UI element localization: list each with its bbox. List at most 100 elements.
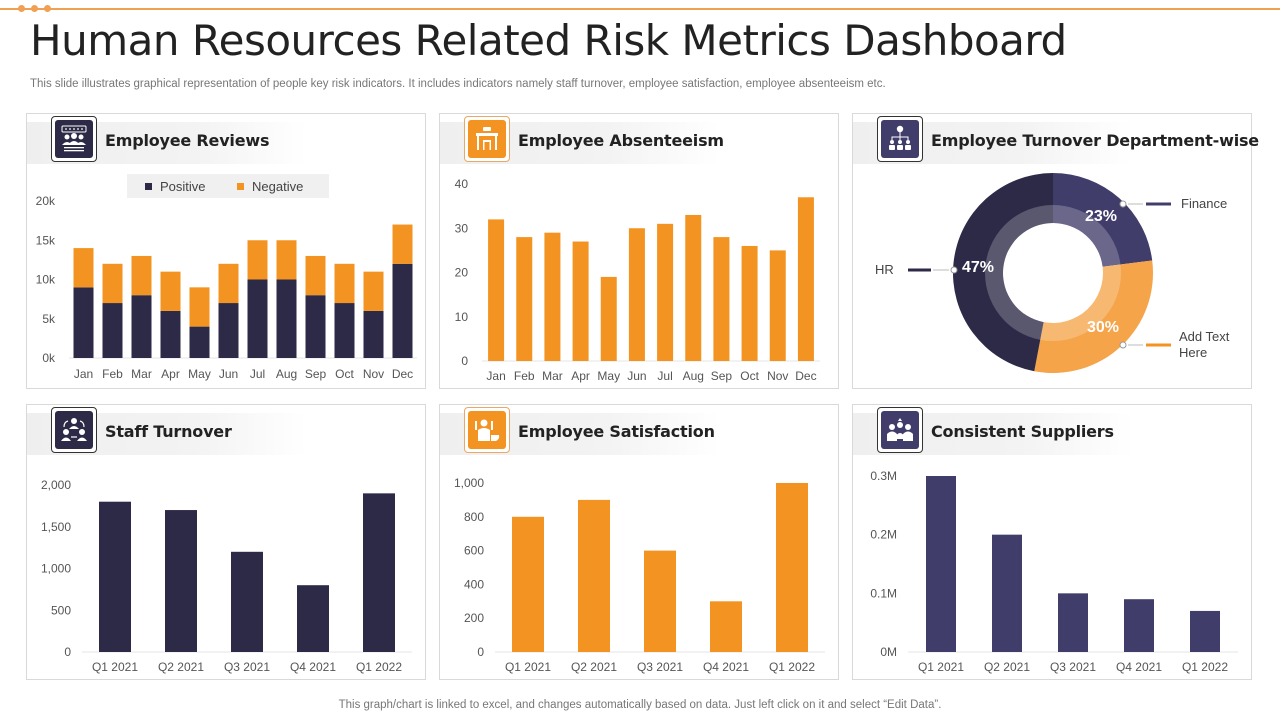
bar-absenteeism-sep <box>713 237 730 361</box>
x-tick-label: Q1 2022 <box>1182 660 1228 674</box>
legend-swatch-negative <box>237 183 244 190</box>
y-tick-label: 1,000 <box>41 562 71 576</box>
panel-title: Staff Turnover <box>105 422 232 441</box>
x-tick-label: Q2 2021 <box>571 660 617 674</box>
donut-legend-finance: Finance <box>1181 196 1228 211</box>
bar-negative-dec <box>392 224 413 264</box>
y-tick-label: 0.1M <box>870 586 897 600</box>
rating-group-icon <box>55 120 93 158</box>
y-tick-label: 10k <box>36 273 56 287</box>
x-tick-label: Sep <box>711 369 733 383</box>
x-tick-label: Oct <box>740 369 759 383</box>
bar-negative-oct <box>334 263 355 304</box>
y-tick-label: 0 <box>461 354 468 368</box>
panel-title: Consistent Suppliers <box>931 422 1114 441</box>
bar-employee-satisfaction-q1-2022 <box>776 483 808 652</box>
panel-consistent-suppliers: Consistent Suppliers 0M 0.1M 0.2M 0.3M Q1 20… <box>852 404 1252 680</box>
x-tick-label: Feb <box>102 367 123 381</box>
x-tick-label: Q1 2021 <box>92 660 138 674</box>
footer-note: This graph/chart is linked to excel, and… <box>338 699 942 711</box>
donut-slice-hr <box>952 173 1053 372</box>
icon-frame <box>51 116 97 162</box>
y-tick-label: 20 <box>455 266 469 280</box>
y-tick-label: 5k <box>42 312 56 326</box>
x-tick-label: Aug <box>683 369 704 383</box>
x-tick-label: May <box>188 367 211 381</box>
employee-absenteeism-chart: 0 10 20 30 40 Jan Feb Mar Apr May Jun Jul Aug Sep Oct N… <box>455 177 820 383</box>
y-tick-label: 0 <box>477 645 484 659</box>
icon-frame <box>464 116 510 162</box>
panel-title: Employee Satisfaction <box>518 422 715 441</box>
y-tick-label: 40 <box>455 177 469 191</box>
bar-negative-jan <box>73 248 94 288</box>
x-tick-label: Jul <box>250 367 265 381</box>
bar-positive-aug <box>276 279 297 358</box>
bar-negative-mar <box>131 255 152 296</box>
bar-positive-feb <box>102 303 123 358</box>
y-tick-label: 10 <box>455 310 469 324</box>
x-tick-label: Dec <box>795 369 816 383</box>
bar-negative-nov <box>363 271 384 311</box>
bar-absenteeism-apr <box>572 241 589 361</box>
x-tick-label: Nov <box>767 369 788 383</box>
panel-staff-turnover: Staff Turnover 0 500 1,000 1,500 2,000 Q1 202… <box>26 404 426 680</box>
x-tick-label: Mar <box>131 367 152 381</box>
bar-negative-apr <box>160 271 181 311</box>
icon-frame <box>51 407 97 453</box>
supplier-group-icon <box>881 411 919 449</box>
bar-negative-jun <box>218 263 239 304</box>
bar-positive-jun <box>218 303 239 358</box>
x-tick-label: Q1 2021 <box>918 660 964 674</box>
x-tick-label: Sep <box>305 367 327 381</box>
org-chart-gear-icon <box>881 120 919 158</box>
bar-absenteeism-jul <box>657 223 674 361</box>
y-tick-label: 1,000 <box>454 476 484 490</box>
bar-absenteeism-mar <box>544 232 561 361</box>
bar-absenteeism-nov <box>769 250 786 361</box>
bar-negative-sep <box>305 255 326 296</box>
x-tick-label: Mar <box>542 369 563 383</box>
x-tick-label: Q2 2021 <box>984 660 1030 674</box>
bar-staff-turnover-q1-2022 <box>363 493 395 652</box>
happy-employee-icon <box>468 411 506 449</box>
bar-positive-nov <box>363 310 384 358</box>
legend-item-positive: Positive <box>145 179 206 194</box>
x-tick-label: Q3 2021 <box>1050 660 1096 674</box>
x-tick-label: Feb <box>514 369 535 383</box>
panel-title: Employee Turnover Department-wise <box>931 131 1259 150</box>
bar-absenteeism-aug <box>685 214 702 361</box>
panel-employee-absenteeism: Employee Absenteeism 0 10 20 30 40 Jan Feb Mar A… <box>439 113 839 389</box>
bar-employee-satisfaction-q1-2021 <box>512 516 544 652</box>
bar-staff-turnover-q1-2021 <box>99 501 131 652</box>
x-tick-label: May <box>597 369 620 383</box>
legend-swatch-positive <box>145 183 152 190</box>
bar-positive-mar <box>131 295 152 358</box>
bar-positive-dec <box>392 263 413 358</box>
legend-label: Negative <box>252 179 304 194</box>
icon-frame <box>877 116 923 162</box>
donut-pct-label: 23% <box>1085 208 1117 225</box>
bar-consistent-suppliers-q3-2021 <box>1058 593 1088 652</box>
bar-absenteeism-feb <box>516 237 533 361</box>
x-tick-label: Nov <box>363 367 384 381</box>
x-tick-label: Q4 2021 <box>290 660 336 674</box>
x-tick-label: Apr <box>161 367 180 381</box>
y-tick-label: 200 <box>464 611 484 625</box>
bar-negative-may <box>189 287 210 327</box>
bar-employee-satisfaction-q3-2021 <box>644 550 676 652</box>
y-tick-label: 800 <box>464 510 484 524</box>
legend-item-negative: Negative <box>237 179 303 194</box>
leader-dot <box>1119 341 1127 349</box>
bar-absenteeism-oct <box>741 245 758 361</box>
y-tick-label: 30 <box>455 221 469 235</box>
employee-reviews-chart: 0k 5k 10k 15k 20k Jan Feb Mar Apr May Jun Jul Aug Sep… <box>36 194 417 381</box>
x-tick-label: Jan <box>486 369 505 383</box>
x-tick-label: Q1 2021 <box>505 660 551 674</box>
bar-staff-turnover-q4-2021 <box>297 585 329 652</box>
y-tick-label: 0.2M <box>870 528 897 542</box>
x-tick-label: Jun <box>627 369 646 383</box>
bar-positive-jul <box>247 279 268 358</box>
bar-positive-oct <box>334 303 355 358</box>
y-tick-label: 0.3M <box>870 469 897 483</box>
x-tick-label: Q3 2021 <box>637 660 683 674</box>
